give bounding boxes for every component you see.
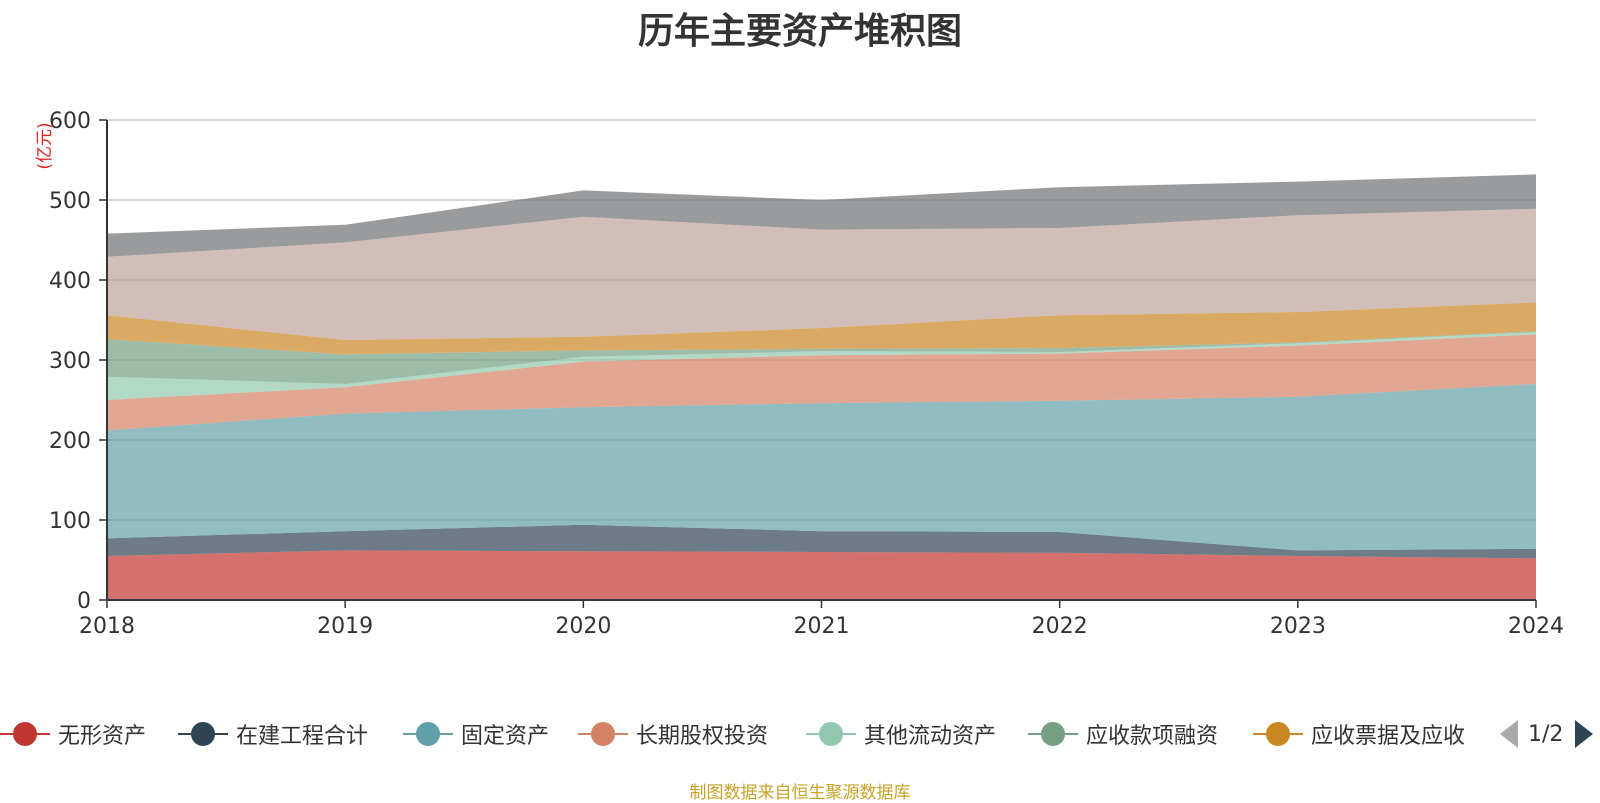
legend-item[interactable]: 应收票据及应收 — [1253, 714, 1465, 754]
legend-marker-icon — [178, 719, 228, 749]
legend-marker-icon — [1253, 719, 1303, 749]
area-series-3 — [107, 334, 1536, 431]
legend-label: 无形资产 — [58, 724, 147, 749]
area-series — [107, 174, 1536, 600]
x-tick-label: 2020 — [555, 614, 611, 639]
stacked-area-chart: 0 100 200 300 400 500 600 2018 2019 2020 2021 2022 2… — [35, 109, 1564, 639]
legend-label: 应收款项融资 — [1086, 724, 1219, 749]
area-series-8 — [107, 174, 1536, 257]
legend-item[interactable]: 应收款项融资 — [1028, 714, 1218, 754]
legend-marker-icon — [578, 719, 628, 749]
legend-marker-icon — [806, 719, 856, 749]
area-series-1 — [107, 524, 1536, 559]
legend-item[interactable]: 固定资产 — [403, 714, 549, 754]
chart-title: 历年主要资产堆积图 — [637, 11, 962, 52]
x-tick-label: 2024 — [1508, 614, 1564, 639]
legend-page-indicator: 1/2 — [1528, 721, 1564, 747]
legend-item[interactable]: 无形资产 — [0, 714, 146, 754]
legend-item[interactable]: 在建工程合计 — [178, 714, 368, 754]
y-tick-label: 100 — [49, 509, 91, 534]
legend-marker-icon — [403, 719, 453, 749]
y-axis-unit-label: (亿元) — [35, 122, 55, 169]
y-tick-label: 200 — [49, 429, 91, 454]
legend-item[interactable]: 其他流动资产 — [806, 714, 996, 754]
legend-label: 应收票据及应收 — [1311, 724, 1466, 749]
y-tick-label: 0 — [77, 589, 91, 614]
legend-label: 固定资产 — [461, 724, 550, 749]
area-series-2 — [107, 384, 1536, 551]
legend-prev-page-icon[interactable] — [1500, 720, 1518, 748]
area-series-0 — [107, 550, 1536, 600]
legend: 无形资产 在建工程合计 固定资产 长期股权投资 其他流动资产 应收款项融资 应收票据及应收 — [0, 714, 1600, 754]
legend-marker-icon — [0, 719, 50, 749]
x-tick-label: 2021 — [794, 614, 850, 639]
x-tick-label: 2019 — [317, 614, 373, 639]
y-tick-label: 500 — [49, 189, 91, 214]
legend-label: 在建工程合计 — [236, 724, 369, 749]
legend-marker-icon — [1028, 719, 1078, 749]
legend-next-page-icon[interactable] — [1575, 720, 1594, 748]
legend-label: 其他流动资产 — [864, 724, 997, 749]
x-tick-label: 2018 — [79, 614, 135, 639]
area-series-7 — [107, 208, 1536, 340]
y-tick-label: 300 — [49, 349, 91, 374]
legend-label: 长期股权投资 — [636, 724, 769, 749]
area-series-6 — [107, 302, 1536, 355]
area-series-5 — [107, 331, 1536, 384]
y-tick-label: 400 — [49, 269, 91, 294]
y-tick-label: 600 — [49, 109, 91, 134]
source-note: 制图数据来自恒生聚源数据库 — [689, 783, 911, 803]
axes: 0 100 200 300 400 500 600 2018 2019 2020 2021 2022 2… — [49, 109, 1564, 639]
x-tick-label: 2022 — [1032, 614, 1088, 639]
area-series-4 — [107, 332, 1536, 400]
legend-pager: 1/2 — [1500, 714, 1594, 754]
legend-item[interactable]: 长期股权投资 — [578, 714, 768, 754]
x-tick-label: 2023 — [1270, 614, 1326, 639]
